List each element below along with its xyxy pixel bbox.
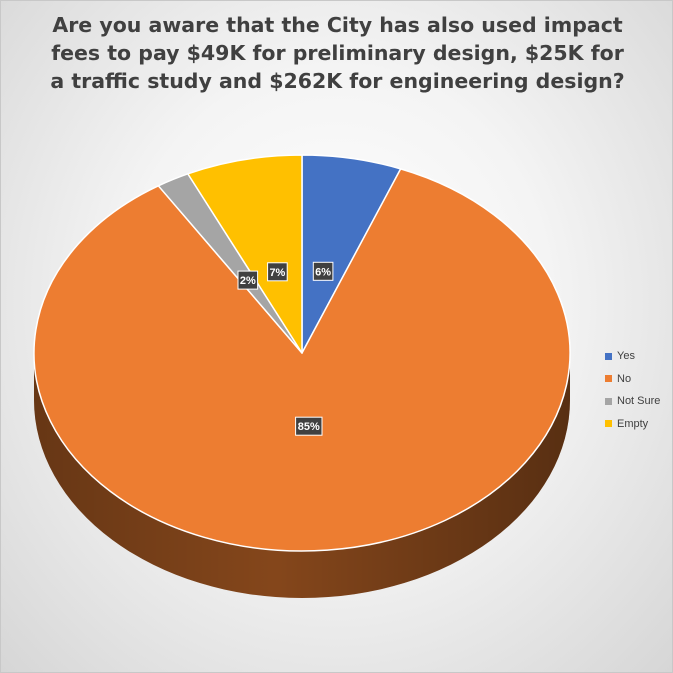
data-label-empty: 7% [267,262,288,282]
legend-item-not-sure: Not Sure [605,390,660,413]
data-label-text: 7% [269,267,285,279]
pie-slice-empty [187,154,303,354]
chart-title: Are you aware that the City has also use… [50,13,625,93]
pie-slice-no [33,168,571,552]
legend-item-no: No [605,368,660,391]
data-label-no: 85% [295,416,323,436]
pie-sides [34,353,570,598]
data-label-text: 6% [315,266,331,278]
legend-label: Not Sure [617,395,661,408]
legend-swatch [605,397,612,405]
data-label-box [312,261,334,281]
legend-swatch [605,352,612,360]
legend-label: Yes [617,350,635,363]
pie-side-shade-no [34,353,570,598]
legend: Yes No Not Sure Empty [605,345,660,435]
legend-swatch [605,375,612,383]
data-label-yes: 6% [312,261,334,281]
data-label-not-sure: 2% [237,270,259,290]
pie-top [33,154,571,552]
legend-item-yes: Yes [605,345,660,368]
data-label-box [237,270,259,290]
legend-swatch [605,420,612,428]
legend-label: No [617,372,632,385]
data-label-text: 2% [240,275,256,287]
data-label-text: 85% [298,421,320,433]
legend-label: Empty [617,417,649,430]
data-label-box [267,262,288,282]
pie-data-labels: 6% 85% 2% 7% [237,261,334,436]
data-label-box [295,416,323,436]
legend-item-empty: Empty [605,413,660,436]
